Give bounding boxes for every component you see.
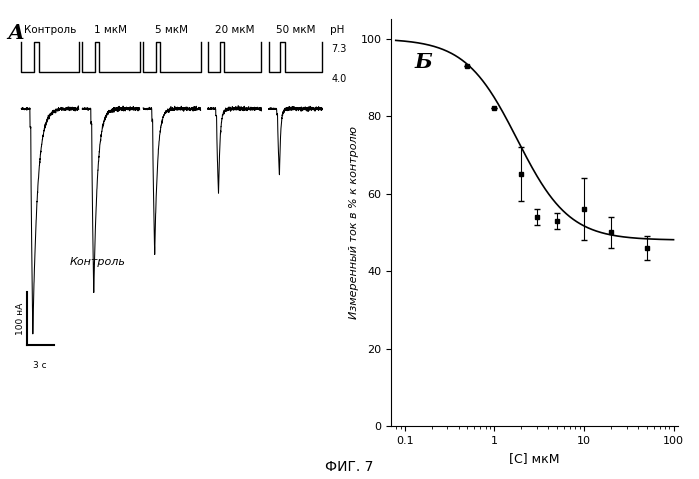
Text: 1 мкМ: 1 мкМ xyxy=(94,25,127,35)
Text: 100 нА: 100 нА xyxy=(16,302,25,334)
Text: 20 мкМ: 20 мкМ xyxy=(215,25,254,35)
Y-axis label: Измеренный ток в % к контролю: Измеренный ток в % к контролю xyxy=(349,126,359,319)
Text: 3 с: 3 с xyxy=(34,361,47,370)
Text: А: А xyxy=(7,23,24,43)
Text: 7.3: 7.3 xyxy=(331,44,347,54)
Text: ФИГ. 7: ФИГ. 7 xyxy=(325,460,374,474)
Text: pH: pH xyxy=(330,25,344,35)
Text: Контроль: Контроль xyxy=(24,25,76,35)
Text: Контроль: Контроль xyxy=(70,257,126,267)
Text: Б: Б xyxy=(415,52,432,72)
Text: 50 мкМ: 50 мкМ xyxy=(276,25,315,35)
X-axis label: [С] мкМ: [С] мкМ xyxy=(510,452,560,465)
Text: 4.0: 4.0 xyxy=(331,74,347,84)
Text: 5 мкМ: 5 мкМ xyxy=(155,25,189,35)
